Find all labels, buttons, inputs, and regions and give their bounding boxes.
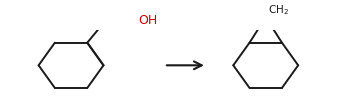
Text: CH$_2$: CH$_2$ xyxy=(267,3,288,17)
Text: OH: OH xyxy=(138,14,157,27)
